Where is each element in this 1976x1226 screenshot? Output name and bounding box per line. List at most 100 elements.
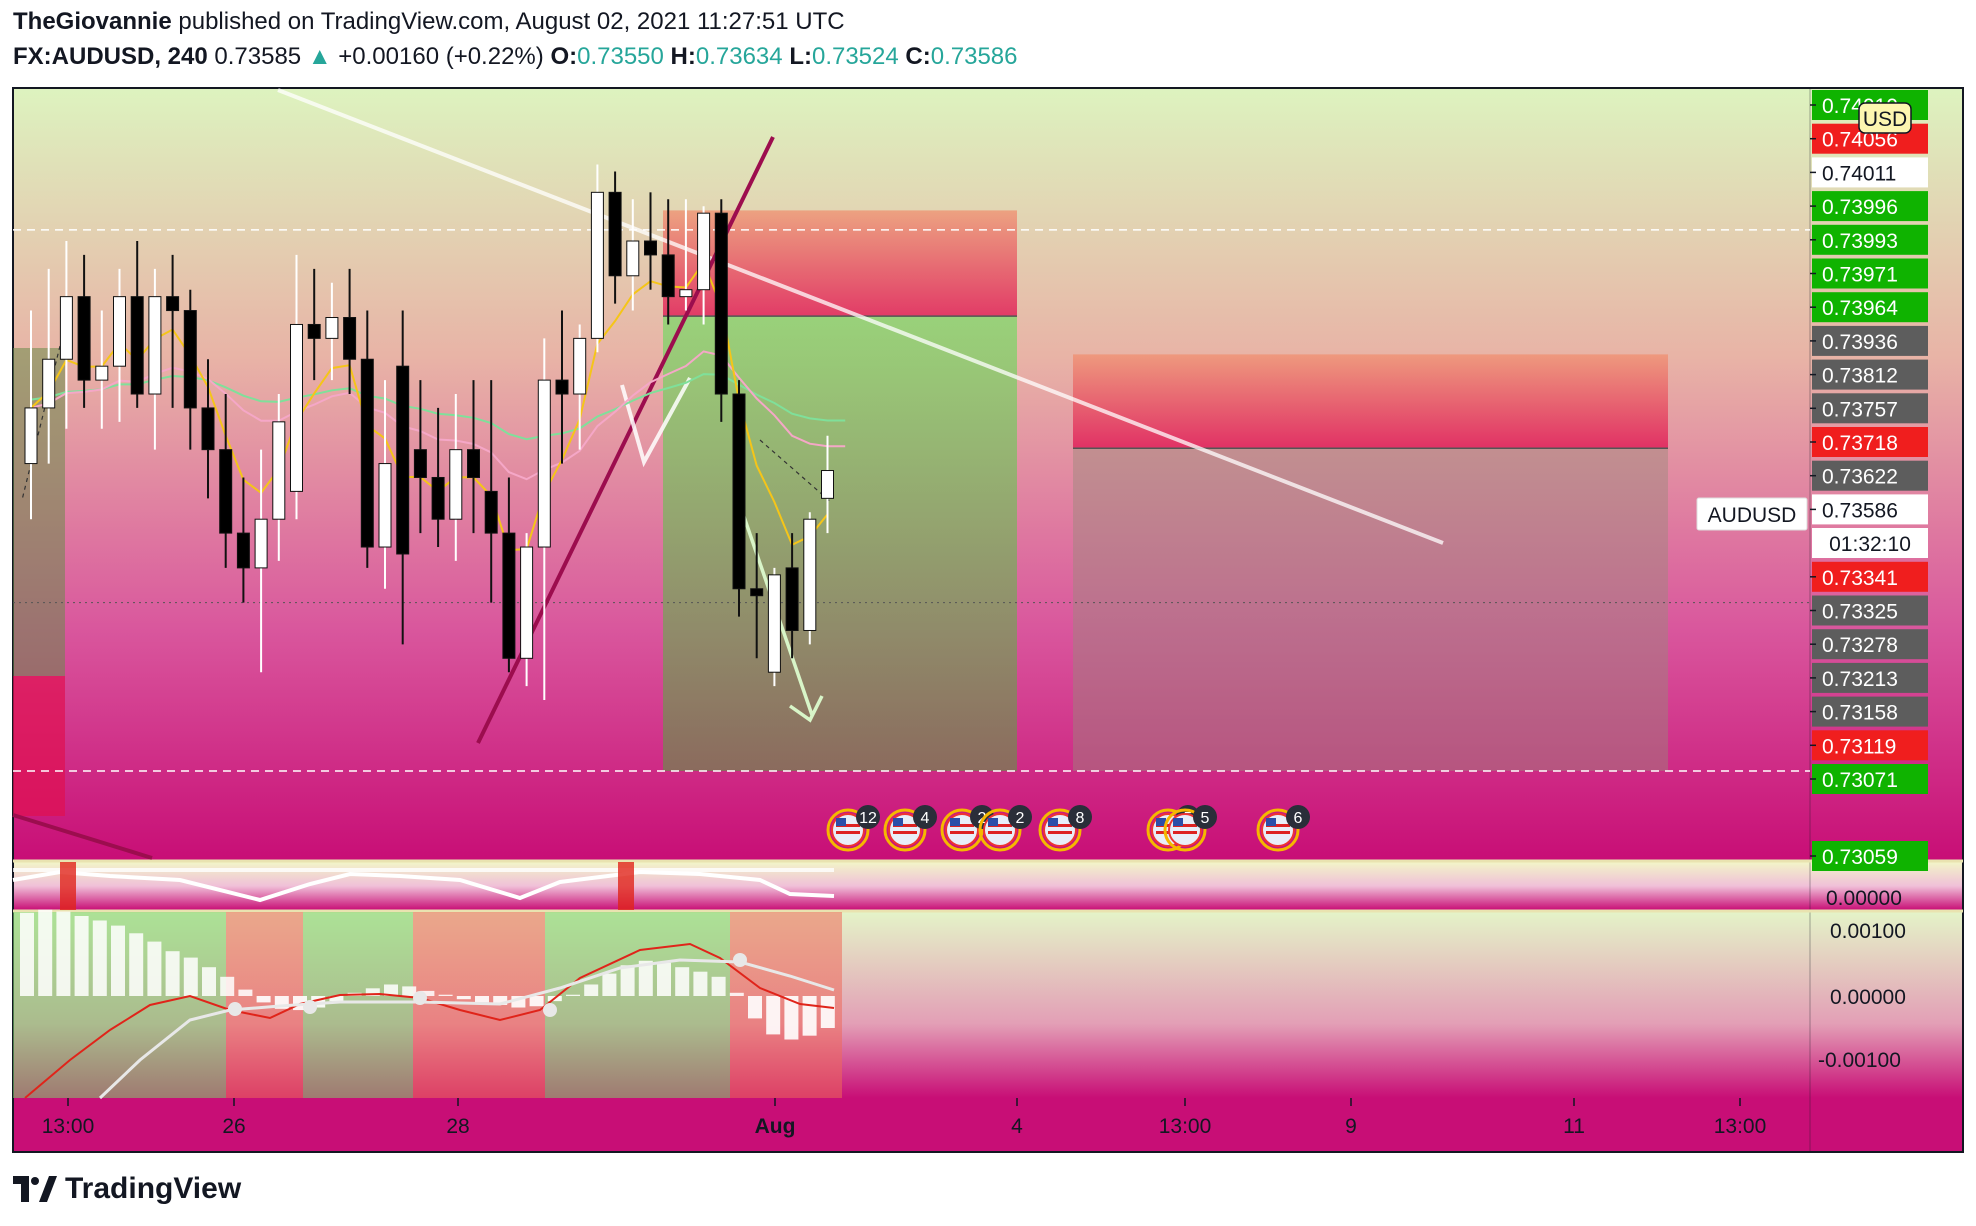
candle[interactable] [113,268,126,422]
candle[interactable] [148,268,162,450]
target-zone [1073,448,1668,771]
event-badge[interactable]: 12 [826,805,880,852]
candle[interactable] [732,380,746,617]
close-value: 0.73586 [930,43,1018,70]
candle[interactable] [219,394,233,568]
candle[interactable] [236,477,250,603]
candle[interactable] [42,268,56,464]
event-badge[interactable]: 6 [1256,805,1310,852]
candles[interactable] [24,164,834,701]
candle-body [236,532,250,569]
tradingview-logo-icon [13,1176,57,1202]
price-tag-bg [1812,662,1928,693]
currency-badge[interactable]: USD [1858,102,1912,134]
candle[interactable] [272,394,286,561]
flag-stripe [1173,831,1197,834]
price-tag-bg [1812,359,1928,390]
price-tag: 0.73996 [1810,191,1928,222]
candle[interactable] [608,171,622,304]
candle[interactable] [396,310,410,645]
candle[interactable] [201,359,215,499]
brand[interactable]: TradingView [13,1172,241,1206]
price-tag-bg [1812,325,1928,356]
candle[interactable] [431,407,445,548]
event-badge[interactable]: 8 [1038,805,1092,852]
economic-events[interactable]: 124228556 [826,805,1310,852]
price-tag-text: 0.74011 [1822,162,1896,185]
candle[interactable] [803,512,817,645]
candle[interactable] [661,199,675,325]
candle[interactable] [95,310,109,429]
price-tag: 0.73213 [1810,662,1928,693]
candle[interactable] [590,164,604,353]
price-tag-text: 0.73059 [1822,846,1898,869]
event-badge[interactable]: 5 [1163,805,1217,852]
candle[interactable] [537,338,551,701]
candle[interactable] [573,324,587,450]
candle[interactable] [183,289,197,450]
flag-stripe [1156,824,1180,827]
position-zones[interactable] [13,210,1668,816]
candle[interactable] [413,380,427,534]
event-badge[interactable]: 4 [883,805,937,852]
candle[interactable] [626,199,640,311]
candle[interactable] [644,192,657,290]
event-count: 5 [1201,810,1210,827]
time-axis-bg[interactable] [13,1098,1963,1152]
macd-histogram-bar [311,996,326,1008]
candle-body [573,337,587,395]
author-name[interactable]: TheGiovannie [13,8,172,35]
candle[interactable] [343,268,357,395]
candle[interactable] [449,394,463,561]
candle[interactable] [467,380,480,534]
candle[interactable] [679,199,693,311]
open-value: 0.73550 [577,43,664,70]
candle[interactable] [378,380,392,589]
symbol-name[interactable]: FX:AUDUSD, 240 [13,43,208,70]
event-count: 6 [1294,810,1303,827]
candle[interactable] [77,254,91,408]
candle[interactable] [785,533,799,659]
candle-body [502,532,516,659]
candle[interactable] [290,254,303,520]
candle[interactable] [130,241,144,408]
macd-histogram-bar [802,996,817,1036]
candle[interactable] [360,310,374,568]
candle[interactable] [714,199,728,422]
close-label: C: [905,43,931,70]
candle-body [219,449,233,534]
candle[interactable] [555,310,569,464]
candle-body [307,323,321,339]
candle[interactable] [166,254,180,408]
price-tag-bg [1812,460,1928,491]
low-label: L: [789,43,812,70]
time-tick-label: 9 [1345,1115,1357,1138]
candle[interactable] [767,567,781,687]
event-ring [826,808,870,852]
flag-stripe [893,824,917,827]
candle-body [378,463,392,548]
candle[interactable] [59,241,73,429]
candle[interactable] [325,282,339,381]
flag-stripe [1266,824,1290,827]
macd-histogram-bar [475,996,489,1003]
osc-signal-bar [618,862,634,910]
candle[interactable] [307,268,321,381]
candle[interactable] [254,449,268,673]
candle[interactable] [750,533,764,659]
stop-zone [1073,354,1668,449]
candle[interactable] [821,435,834,534]
countdown: 01:32:10 [1829,533,1911,556]
candle[interactable] [697,206,711,325]
event-count: 12 [859,810,877,827]
candle[interactable] [484,380,498,603]
candle[interactable] [520,533,534,687]
price-tag-bg [1812,561,1928,592]
candle[interactable] [24,310,38,520]
candle[interactable] [502,477,516,673]
price-tag: 0.73059 [1810,841,1928,871]
price-tag-text: 0.73213 [1822,668,1898,691]
indicator-axis-label: 0.00100 [1830,920,1906,943]
event-badge[interactable]: 2 [978,805,1032,852]
